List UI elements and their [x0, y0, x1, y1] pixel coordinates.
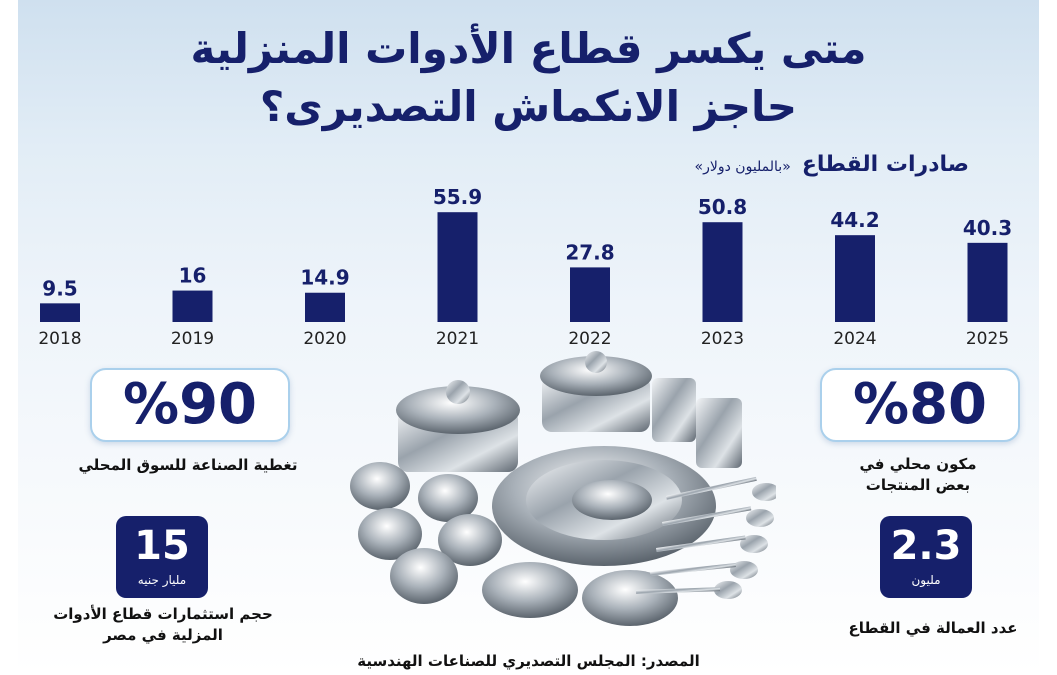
investments-label-line-2: المزلية في مصر — [103, 626, 223, 644]
local-coverage-label: تغطية الصناعة للسوق المحلي — [78, 456, 298, 474]
exports-bar-chart: 9.5 2018 16 2019 14.9 2020 55.9 2021 27.8 2022 50.… — [38, 185, 1012, 349]
local-component-value: %80 — [852, 372, 988, 437]
bar-2022 — [570, 267, 610, 322]
local-component-label-line-1: مكون محلي في — [859, 455, 977, 473]
value-label-2021: 55.9 — [433, 185, 482, 209]
plates — [482, 562, 678, 626]
local-coverage-value: %90 — [122, 372, 258, 437]
category-label-2023: 2023 — [701, 329, 744, 349]
investments-label: حجم استثمارات قطاع الأدوات المزلية في مص… — [38, 604, 288, 646]
local-coverage-value-box: %90 — [90, 368, 290, 442]
cups — [652, 378, 742, 468]
bar-2020 — [305, 292, 345, 322]
employment-value-box: 2.3 مليون — [880, 516, 972, 598]
pot-left — [396, 380, 520, 472]
employment-value: 2.3 — [890, 523, 962, 569]
value-label-2024: 44.2 — [830, 208, 879, 232]
local-component-label-line-2: بعض المنتجات — [865, 476, 971, 494]
source-note: المصدر: المجلس التصديري للصناعات الهندسي… — [357, 652, 700, 670]
value-label-2018: 9.5 — [42, 276, 77, 300]
local-component-label: مكون محلي في بعض المنتجات — [828, 454, 1008, 496]
headline-line-2: حاجز الانكماش التصديرى؟ — [259, 82, 798, 131]
pot-right — [540, 351, 652, 432]
chart-title-unit: «بالمليون دولار» — [694, 159, 791, 175]
serving-tray — [492, 446, 716, 566]
small-bowls — [350, 462, 502, 604]
spoons — [636, 476, 776, 599]
investments-value: 15 — [134, 523, 190, 569]
bar-2025 — [967, 242, 1008, 322]
local-component-value-box: %80 — [820, 368, 1020, 442]
category-label-2022: 2022 — [568, 329, 611, 349]
category-label-2020: 2020 — [303, 329, 346, 349]
bar-2023 — [702, 222, 743, 322]
chart-title-main: صادرات القطاع — [801, 152, 969, 177]
investments-unit: مليار جنيه — [137, 573, 187, 587]
employment-label: عدد العمالة في القطاع — [848, 619, 1018, 637]
category-label-2021: 2021 — [436, 329, 479, 349]
employment-unit: مليون — [911, 573, 941, 587]
cookware-set-illustration — [350, 351, 776, 626]
value-label-2019: 16 — [179, 264, 207, 288]
category-label-2024: 2024 — [833, 329, 876, 349]
bar-2021 — [437, 212, 478, 322]
value-label-2022: 27.8 — [565, 240, 614, 264]
chart-title: صادرات القطاع «بالمليون دولار» — [695, 152, 969, 177]
value-label-2023: 50.8 — [698, 195, 747, 219]
category-label-2025: 2025 — [966, 329, 1009, 349]
bar-2019 — [172, 290, 213, 322]
investments-label-line-1: حجم استثمارات قطاع الأدوات — [53, 605, 273, 623]
bar-2024 — [835, 235, 875, 322]
category-label-2018: 2018 — [38, 329, 81, 349]
headline-line-1: متى يكسر قطاع الأدوات المنزلية — [190, 24, 867, 73]
bar-2018 — [40, 303, 80, 322]
infographic-canvas: متى يكسر قطاع الأدوات المنزلية حاجز الان… — [18, 0, 1039, 675]
investments-value-box: 15 مليار جنيه — [116, 516, 208, 598]
category-label-2019: 2019 — [171, 329, 214, 349]
value-label-2025: 40.3 — [963, 216, 1012, 240]
value-label-2020: 14.9 — [300, 266, 349, 290]
